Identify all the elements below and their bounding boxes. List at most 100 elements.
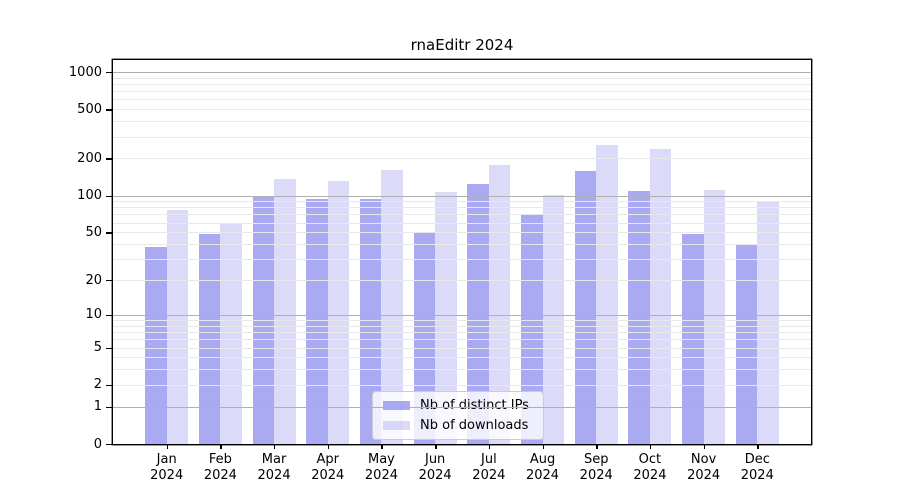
x-tick-label: May 2024 <box>364 452 398 483</box>
bar-distinct-ips <box>735 245 758 444</box>
y-tick-mark <box>106 109 112 111</box>
gridline-major <box>113 72 811 73</box>
x-tick-mark <box>166 444 169 449</box>
x-tick-label: Nov 2024 <box>687 452 721 483</box>
gridline-minor <box>113 244 811 246</box>
bar-distinct-ips <box>359 198 382 444</box>
bar-distinct-ips <box>574 170 597 444</box>
x-tick-label: Mar 2024 <box>257 452 291 483</box>
y-tick-mark <box>106 406 112 409</box>
y-tick-label: 100 <box>77 188 102 203</box>
gridline-minor <box>113 136 811 138</box>
y-tick-label: 20 <box>85 272 102 288</box>
gridline-minor <box>113 77 811 79</box>
chart-title: rnaEditr 2024 <box>410 36 514 54</box>
legend-entry-downloads: Nb of downloads <box>383 418 533 433</box>
gridline-major <box>113 314 811 316</box>
gridline-minor <box>113 84 811 85</box>
bar-distinct-ips <box>306 198 328 444</box>
y-tick-mark <box>106 195 112 197</box>
bar-distinct-ips <box>467 183 489 444</box>
legend-label-distinct-ips: Nb of distinct IPs <box>420 398 529 413</box>
gridline-minor <box>113 384 811 386</box>
gridline-minor <box>113 369 811 371</box>
gridline-minor <box>113 214 811 216</box>
x-tick-label: Jul 2024 <box>472 452 506 483</box>
gridline-minor <box>113 109 811 111</box>
legend-label-downloads: Nb of downloads <box>420 418 529 433</box>
y-tick-label: 200 <box>77 150 102 166</box>
y-tick-label: 0 <box>93 436 102 452</box>
y-tick-mark <box>106 280 112 282</box>
bar-downloads <box>757 202 779 444</box>
bar-downloads <box>488 165 511 444</box>
bar-downloads <box>381 170 403 444</box>
plot-area: Nb of distinct IPs Nb of downloads <box>113 60 811 444</box>
x-tick-label: Dec 2024 <box>740 452 774 483</box>
legend-swatch-distinct-ips <box>383 401 410 410</box>
bar-distinct-ips <box>628 190 650 444</box>
gridline-minor <box>113 201 811 203</box>
y-tick-mark <box>106 314 112 317</box>
x-tick-mark <box>542 444 544 449</box>
bar-downloads <box>166 210 189 444</box>
y-tick-mark <box>106 444 112 446</box>
x-tick-mark <box>274 444 276 449</box>
x-tick-mark <box>435 444 437 449</box>
gridline-minor <box>113 339 811 341</box>
x-tick-mark <box>327 444 330 449</box>
bar-distinct-ips <box>521 215 543 444</box>
bar-downloads <box>435 192 457 444</box>
y-tick-mark <box>106 384 112 387</box>
x-tick-label: Jan 2024 <box>150 452 184 483</box>
gridline-major <box>113 406 811 408</box>
bar-downloads <box>327 181 350 444</box>
gridline-minor <box>113 280 811 282</box>
x-tick-label: Aug 2024 <box>525 452 560 483</box>
x-tick-mark <box>757 444 759 449</box>
x-tick-label: Feb 2024 <box>203 452 237 483</box>
y-tick-label: 2 <box>93 377 102 393</box>
gridline-minor <box>113 325 811 327</box>
gridline-minor <box>113 232 811 234</box>
y-tick-mark <box>106 347 112 349</box>
x-tick-label: Oct 2024 <box>633 452 667 483</box>
gridline-minor <box>113 99 811 101</box>
x-tick-mark <box>649 444 652 449</box>
y-tick-label: 500 <box>77 101 102 117</box>
x-tick-mark <box>703 444 705 449</box>
bar-downloads <box>220 222 242 444</box>
y-tick-label: 10 <box>85 307 102 323</box>
y-tick-label: 1 <box>93 399 102 415</box>
y-tick-mark <box>106 232 112 234</box>
gridline-minor <box>113 91 811 93</box>
gridline-minor <box>113 332 811 334</box>
y-tick-label: 5 <box>93 340 102 356</box>
gridline-minor <box>113 207 811 209</box>
bar-downloads <box>596 145 618 444</box>
bar-distinct-ips <box>252 195 275 444</box>
x-tick-mark <box>488 444 491 449</box>
x-tick-mark <box>596 444 598 449</box>
gridline-minor <box>113 347 811 349</box>
legend-swatch-downloads <box>383 421 410 430</box>
x-tick-mark <box>220 444 222 449</box>
gridline-minor <box>113 259 811 261</box>
legend-entry-distinct-ips: Nb of distinct IPs <box>383 398 533 413</box>
gridline-minor <box>113 222 811 224</box>
x-tick-label: Jun 2024 <box>418 452 452 483</box>
bar-distinct-ips <box>145 246 167 444</box>
bar-downloads <box>649 149 672 444</box>
gridline-minor <box>113 121 811 123</box>
gridline-minor <box>113 158 811 160</box>
y-tick-mark <box>106 158 112 160</box>
gridline-major <box>113 195 811 197</box>
bar-downloads <box>703 189 726 444</box>
gridline-minor <box>113 320 811 322</box>
x-tick-mark <box>381 444 383 449</box>
y-tick-label: 1000 <box>68 64 102 80</box>
x-tick-label: Sep 2024 <box>579 452 613 483</box>
y-tick-mark <box>106 72 112 74</box>
y-tick-label: 50 <box>85 224 102 240</box>
